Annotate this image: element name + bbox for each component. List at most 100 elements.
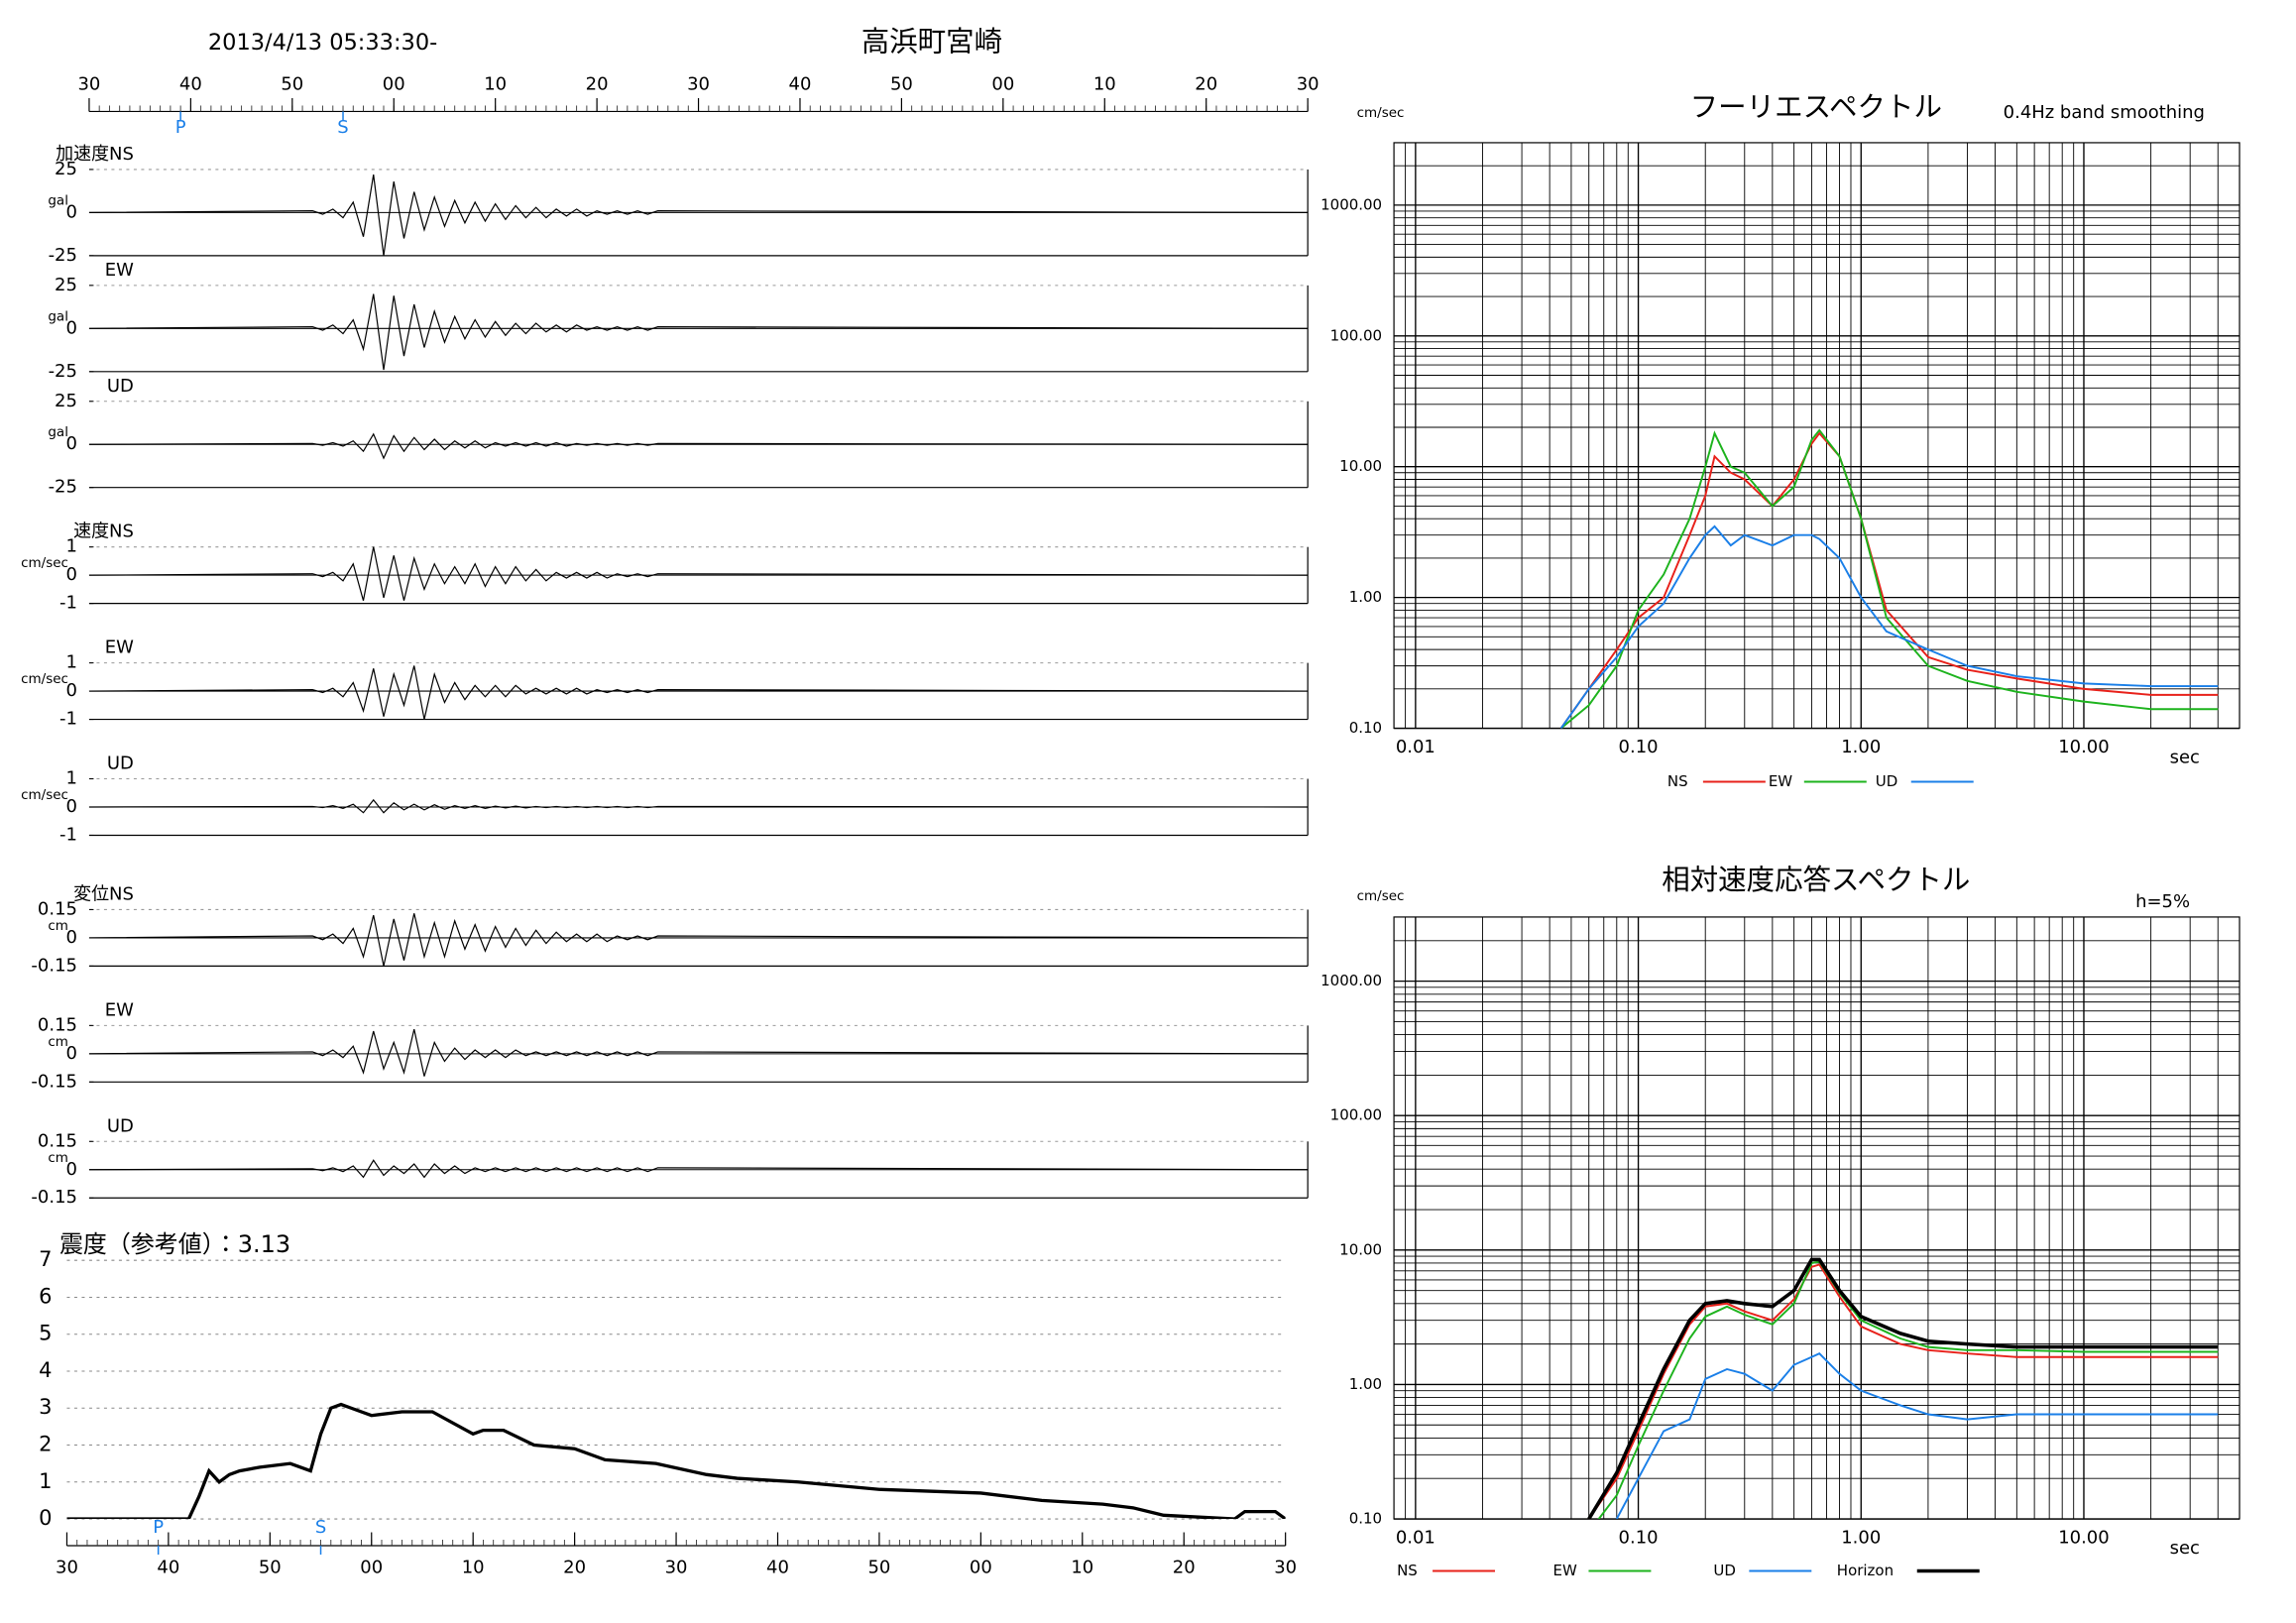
phase-label: P [153, 1517, 164, 1538]
x-tick-label: 10 [462, 1558, 485, 1578]
x-tick-label: 0.10 [1619, 1528, 1659, 1549]
unit-label: cm/sec [21, 555, 68, 571]
waveform-trace [88, 665, 1309, 720]
y-tick-label: -0.15 [31, 1071, 76, 1092]
x-tick-label: 1.00 [1841, 1528, 1881, 1549]
x-tick-label: 10 [484, 73, 507, 94]
y-tick-label: -25 [49, 477, 77, 498]
waveform-trace [88, 1029, 1309, 1077]
series-line [1597, 1260, 2219, 1520]
waveform-trace [88, 546, 1309, 601]
panel-label: 加速度NS [56, 144, 134, 165]
y-tick-label: 1.00 [1349, 1375, 1382, 1393]
chart-title: 相対速度応答スペクトル [1662, 864, 1970, 896]
x-tick-label: 30 [1274, 1558, 1297, 1578]
y-axis-label: cm/sec [1357, 888, 1405, 904]
y-tick-label: -25 [49, 245, 77, 266]
record-time: 2013/4/13 05:33:30- [208, 30, 437, 56]
y-tick-label: 10.00 [1339, 457, 1382, 475]
x-tick-label: 30 [78, 73, 101, 94]
chart-subtitle: h=5% [2135, 891, 2190, 912]
panel-label: UD [107, 1115, 134, 1136]
y-tick-label: 7 [39, 1247, 52, 1271]
unit-label: cm/sec [21, 671, 68, 687]
x-tick-label: 20 [586, 73, 609, 94]
x-tick-label: 30 [687, 73, 710, 94]
y-tick-label: -1 [59, 824, 77, 845]
unit-label: cm [48, 918, 68, 934]
y-tick-label: 1 [66, 536, 77, 557]
y-axis-label: cm/sec [1357, 105, 1405, 121]
y-tick-label: 2 [39, 1433, 52, 1456]
x-tick-label: 0.01 [1396, 737, 1435, 757]
phase-label: P [175, 117, 186, 138]
y-tick-label: 0 [66, 680, 77, 701]
x-tick-label: 00 [991, 73, 1014, 94]
plot-frame [1393, 916, 2240, 1520]
x-tick-label: 20 [1173, 1558, 1196, 1578]
x-tick-label: 40 [179, 73, 202, 94]
panel-label: UD [107, 376, 134, 397]
panel-label: EW [105, 260, 134, 281]
y-tick-label: 1000.00 [1320, 195, 1382, 213]
y-tick-label: -0.15 [31, 955, 76, 976]
waveform-trace [88, 174, 1309, 256]
unit-label: gal [48, 308, 68, 324]
unit-label: cm [48, 1150, 68, 1166]
x-tick-label: 50 [259, 1558, 282, 1578]
y-tick-label: 1 [66, 652, 77, 673]
station-name: 高浜町宮崎 [861, 26, 1002, 58]
y-tick-label: -0.15 [31, 1187, 76, 1208]
waveform-trace [88, 1159, 1309, 1179]
chart-subtitle: 0.4Hz band smoothing [2004, 102, 2205, 123]
x-axis-label: sec [2170, 748, 2200, 768]
x-tick-label: 40 [789, 73, 812, 94]
series-line [1587, 1263, 2219, 1520]
y-tick-label: 0 [39, 1506, 52, 1530]
x-tick-label: 00 [360, 1558, 383, 1578]
series-line [1615, 1352, 2219, 1520]
y-tick-label: -1 [59, 593, 77, 614]
chart-title: 震度（参考値）：3.13 [59, 1230, 290, 1258]
x-tick-label: 00 [970, 1558, 992, 1578]
y-tick-label: 0.15 [38, 1130, 77, 1151]
x-tick-label: 50 [867, 1558, 890, 1578]
y-tick-label: 100.00 [1330, 326, 1382, 344]
y-tick-label: 25 [55, 275, 77, 295]
y-tick-label: 0 [66, 433, 77, 454]
panel-label: EW [105, 999, 134, 1020]
x-tick-label: 40 [766, 1558, 789, 1578]
x-tick-label: 20 [1195, 73, 1217, 94]
panel-label: EW [105, 638, 134, 658]
y-tick-label: 0 [66, 317, 77, 338]
x-tick-label: 30 [665, 1558, 688, 1578]
waveform-trace [88, 798, 1309, 814]
y-tick-label: 1 [39, 1469, 52, 1493]
x-tick-label: 30 [56, 1558, 78, 1578]
x-tick-label: 1.00 [1841, 737, 1881, 757]
legend-label: NS [1397, 1562, 1418, 1579]
y-tick-label: 0.10 [1349, 1510, 1382, 1528]
x-axis-label: sec [2170, 1538, 2200, 1559]
unit-label: cm/sec [21, 787, 68, 803]
y-tick-label: 0 [66, 201, 77, 222]
x-tick-label: 00 [383, 73, 405, 94]
y-tick-label: 0.15 [38, 1014, 77, 1035]
y-tick-label: 4 [39, 1358, 52, 1382]
x-tick-label: 50 [890, 73, 913, 94]
y-tick-label: 10.00 [1339, 1240, 1382, 1258]
y-tick-label: 0 [66, 927, 77, 948]
phase-label: S [337, 117, 348, 138]
panel-label: 速度NS [73, 522, 134, 542]
series-line [1559, 524, 2219, 729]
series-line [1587, 1257, 2219, 1520]
series-line [1560, 428, 2219, 729]
x-tick-label: 10 [1093, 73, 1116, 94]
x-tick-label: 0.01 [1396, 1528, 1435, 1549]
y-tick-label: 25 [55, 391, 77, 411]
waveform-trace [88, 432, 1309, 460]
legend-label: UD [1876, 772, 1898, 790]
y-tick-label: 0 [66, 1159, 77, 1180]
unit-label: gal [48, 424, 68, 440]
